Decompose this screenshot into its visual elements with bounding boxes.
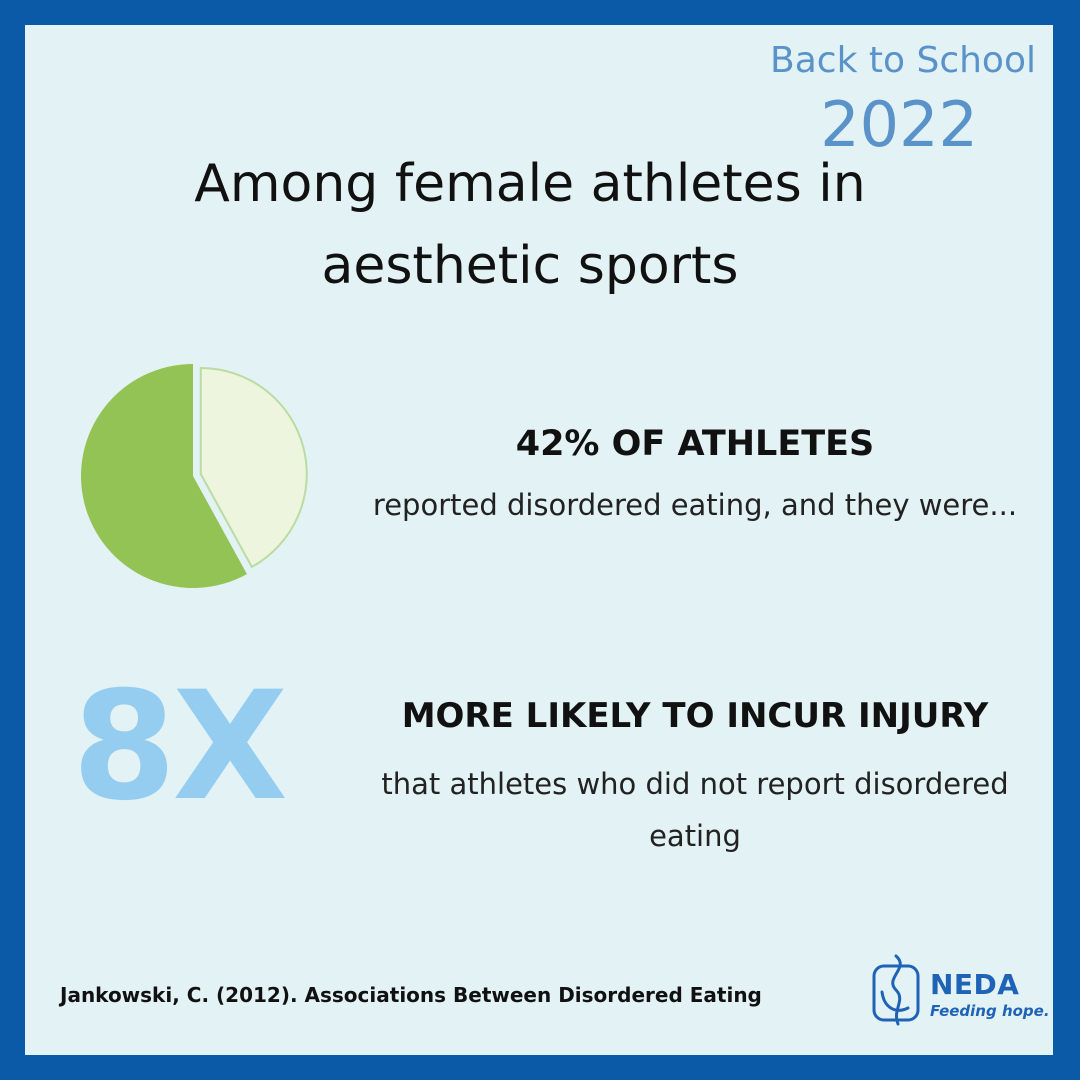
stat-percent-heading: 42% OF ATHLETES	[515, 424, 875, 464]
multiplier-figure: 8X	[72, 660, 288, 834]
logo-name: NEDA	[930, 968, 1020, 1001]
stat-injury-caption-line-2: eating	[649, 819, 741, 853]
headline-line-1: Among female athletes in	[194, 154, 866, 214]
pie-slice-major	[81, 364, 247, 588]
campaign-title: Back to School	[770, 40, 1036, 81]
neda-logo-mark-icon	[872, 954, 920, 1026]
logo-tagline: Feeding hope.	[930, 1002, 1050, 1020]
neda-logo: NEDA Feeding hope.	[870, 952, 1050, 1032]
pie-slice-minor	[199, 367, 308, 569]
campaign-year: 2022	[820, 88, 978, 161]
stat-injury-caption-line-1: that athletes who did not report disorde…	[381, 767, 1009, 801]
headline: Among female athletes in aesthetic sport…	[100, 143, 960, 307]
stat-injury-caption: that athletes who did not report disorde…	[340, 758, 1050, 862]
pie-chart-icon	[81, 364, 308, 588]
headline-line-2: aesthetic sports	[321, 236, 739, 296]
stat-injury-heading: MORE LIKELY TO INCUR INJURY	[401, 696, 989, 736]
stat-percent-caption: reported disordered eating, and they wer…	[372, 488, 1018, 522]
citation: Jankowski, C. (2012). Associations Betwe…	[60, 983, 762, 1007]
